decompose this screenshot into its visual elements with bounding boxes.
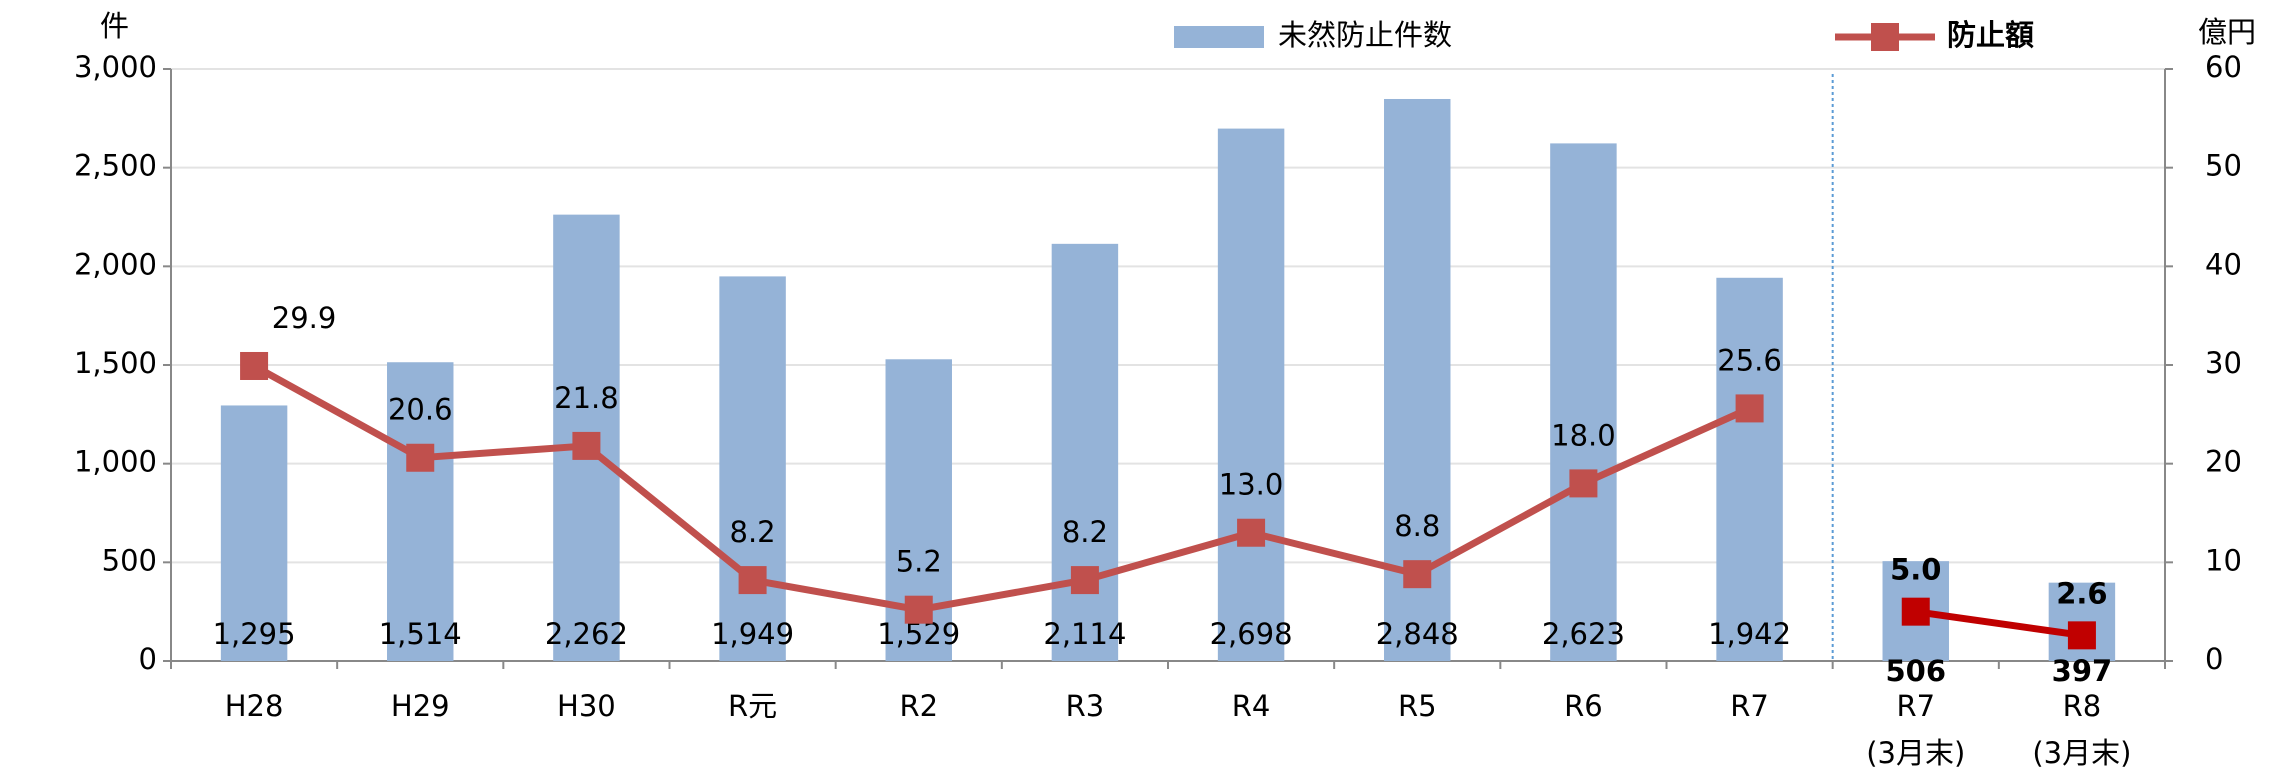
- line-value-label: 21.8: [554, 381, 619, 415]
- line-value-label: 8.8: [1394, 509, 1440, 543]
- bar: [1716, 277, 1783, 661]
- line-value-label: 25.6: [1717, 343, 1782, 377]
- bar-value-label: 2,623: [1542, 617, 1625, 651]
- line-value-label: 18.0: [1551, 418, 1616, 452]
- bar: [1051, 243, 1119, 661]
- line-marker: [738, 566, 767, 595]
- x-tick-label: H30: [557, 689, 616, 723]
- y2-axis-label: 億円: [2198, 15, 2256, 49]
- y2-tick-label: 50: [2205, 149, 2242, 183]
- y-tick-label: 3,000: [74, 50, 157, 84]
- line-marker: [1901, 597, 1930, 626]
- x-tick-label: R4: [1232, 689, 1271, 723]
- y-tick-label: 1,000: [74, 445, 157, 479]
- y-tick-label: 500: [102, 543, 157, 577]
- line-value-label: 8.2: [1062, 515, 1108, 549]
- x-tick-label: R8 (3月末): [2032, 689, 2131, 770]
- line-marker: [406, 443, 435, 472]
- y2-tick-label: 40: [2205, 247, 2242, 281]
- legend-label: 防止額: [1947, 18, 2034, 52]
- y2-tick-label: 10: [2205, 543, 2242, 577]
- bar: [719, 276, 786, 661]
- line-value-label: 2.6: [2056, 576, 2107, 610]
- line-value-label: 8.2: [730, 515, 776, 549]
- x-tick-label: R6: [1564, 689, 1603, 723]
- y2-tick-label: 0: [2205, 642, 2223, 676]
- legend-label: 未然防止件数: [1278, 18, 1452, 52]
- bar-value-label: 2,698: [1210, 617, 1293, 651]
- bar-value-label: 2,114: [1043, 617, 1126, 651]
- x-tick-label: R5: [1398, 689, 1437, 723]
- bar-value-label: 1,949: [711, 617, 794, 651]
- line-marker: [904, 595, 933, 624]
- y-tick-label: 1,500: [74, 346, 157, 380]
- line-value-label: 13.0: [1219, 468, 1284, 502]
- line-marker: [1735, 394, 1764, 423]
- y-tick-label: 2,500: [74, 149, 157, 183]
- line-marker: [1070, 566, 1099, 595]
- line-marker: [572, 431, 601, 460]
- bar-value-label: 2,848: [1376, 617, 1459, 651]
- line-value-label: 5.0: [1890, 553, 1941, 587]
- line: [252, 362, 1752, 614]
- line: [1915, 608, 2083, 639]
- x-tick-label: R7: [1730, 689, 1769, 723]
- y-tick-label: 2,000: [74, 247, 157, 281]
- x-tick-label: H29: [391, 689, 450, 723]
- y2-tick-label: 60: [2205, 50, 2242, 84]
- line-marker: [1403, 560, 1432, 589]
- x-tick-label: R2: [899, 689, 938, 723]
- bar-value-label: 397: [2052, 654, 2113, 688]
- bar-value-label: 506: [1885, 654, 1946, 688]
- bar: [387, 362, 454, 661]
- line-marker: [2067, 621, 2096, 650]
- bar: [220, 405, 288, 661]
- legend-swatch: [1871, 23, 1899, 51]
- bar-value-label: 1,295: [213, 617, 296, 651]
- line-value-label: 5.2: [896, 545, 942, 579]
- bar-value-label: 2,262: [545, 617, 628, 651]
- y2-tick-label: 20: [2205, 445, 2242, 479]
- bar-value-label: 1,514: [379, 617, 462, 651]
- bar: [1217, 128, 1285, 661]
- line-value-label: 20.6: [388, 393, 453, 427]
- line-value-label: 29.9: [272, 301, 337, 335]
- legend-swatch: [1174, 26, 1264, 48]
- x-tick-label: R7 (3月末): [1866, 689, 1965, 770]
- bar: [1550, 143, 1617, 662]
- y2-tick-label: 30: [2205, 346, 2242, 380]
- line-marker: [1569, 469, 1598, 498]
- y-tick-label: 0: [139, 642, 157, 676]
- x-tick-label: R元: [728, 689, 777, 723]
- line-marker: [1237, 518, 1266, 547]
- x-tick-label: H28: [225, 689, 284, 723]
- x-tick-label: R3: [1066, 689, 1105, 723]
- bar-value-label: 1,942: [1708, 617, 1791, 651]
- y-axis-label: 件: [100, 9, 129, 43]
- line-marker: [240, 351, 269, 380]
